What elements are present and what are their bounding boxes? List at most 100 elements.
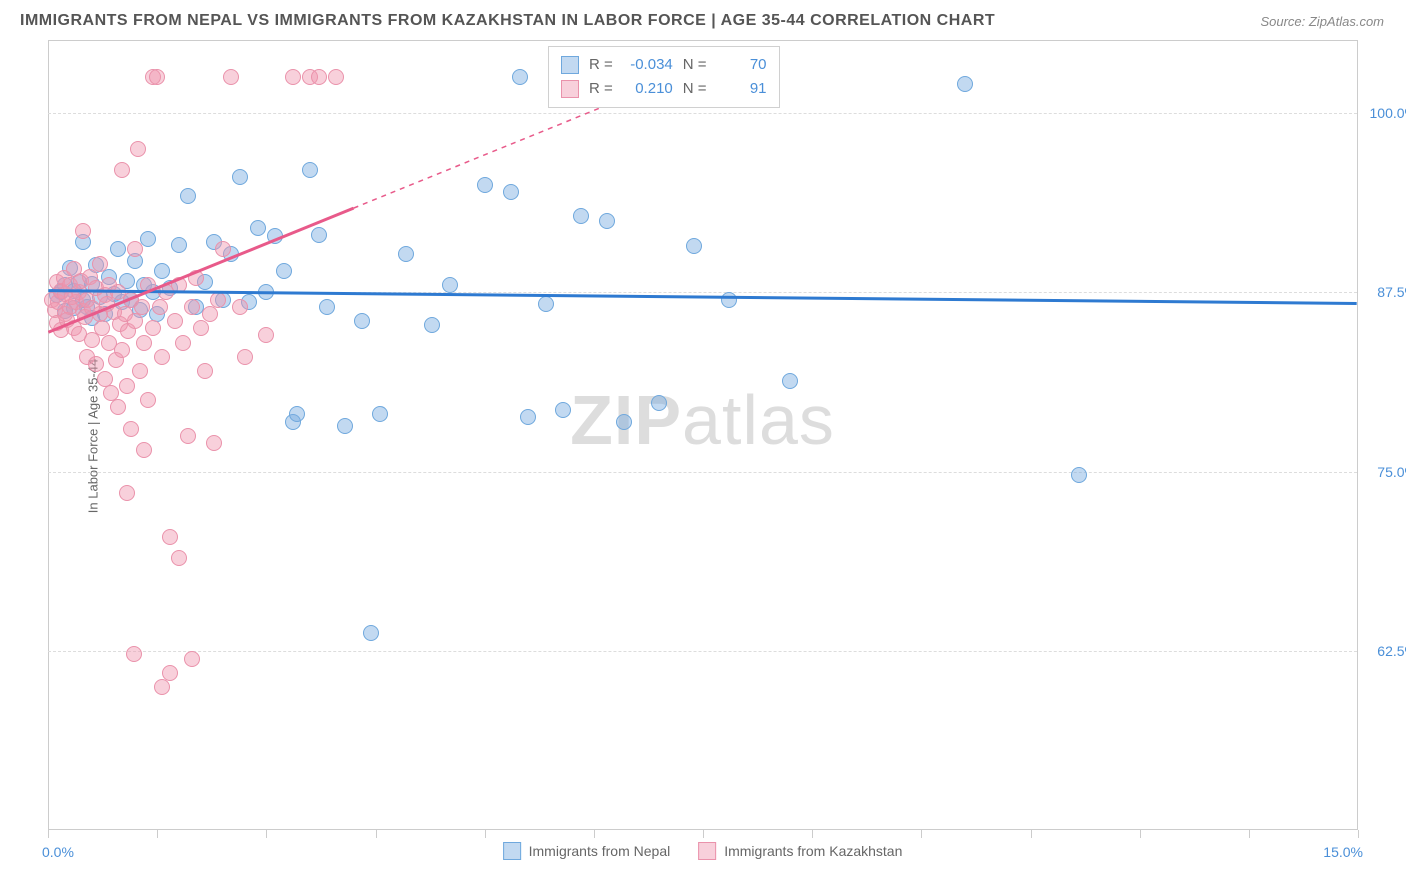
x-max-label: 15.0% (1323, 844, 1363, 860)
point-nepal (442, 277, 458, 293)
point-nepal (302, 162, 318, 178)
r-value-kazakhstan: 0.210 (623, 77, 673, 101)
y-tick-label: 62.5% (1362, 643, 1406, 659)
point-kazakhstan (171, 277, 187, 293)
point-nepal (512, 69, 528, 85)
point-kazakhstan (193, 320, 209, 336)
point-nepal (782, 373, 798, 389)
point-nepal (520, 409, 536, 425)
point-nepal (289, 406, 305, 422)
point-nepal (616, 414, 632, 430)
stats-box: R = -0.034 N = 70 R = 0.210 N = 91 (548, 46, 780, 108)
r-label: R = (589, 77, 613, 101)
legend-swatch-nepal (503, 842, 521, 860)
point-kazakhstan (92, 256, 108, 272)
x-tick (812, 830, 813, 838)
gridline (48, 472, 1357, 473)
point-nepal (503, 184, 519, 200)
point-nepal (573, 208, 589, 224)
point-nepal (250, 220, 266, 236)
x-tick (485, 830, 486, 838)
point-nepal (276, 263, 292, 279)
point-nepal (337, 418, 353, 434)
point-nepal (721, 292, 737, 308)
point-nepal (311, 227, 327, 243)
point-nepal (686, 238, 702, 254)
point-kazakhstan (184, 651, 200, 667)
legend-label-kazakhstan: Immigrants from Kazakhstan (724, 843, 902, 859)
gridline (48, 113, 1357, 114)
point-nepal (232, 169, 248, 185)
source-label: Source: ZipAtlas.com (1260, 14, 1384, 29)
y-tick-label: 87.5% (1362, 284, 1406, 300)
point-kazakhstan (162, 529, 178, 545)
point-nepal (957, 76, 973, 92)
point-kazakhstan (149, 69, 165, 85)
point-kazakhstan (145, 320, 161, 336)
point-nepal (651, 395, 667, 411)
point-kazakhstan (180, 428, 196, 444)
point-kazakhstan (215, 241, 231, 257)
point-nepal (363, 625, 379, 641)
legend-label-nepal: Immigrants from Nepal (529, 843, 671, 859)
point-kazakhstan (171, 550, 187, 566)
chart-area: In Labor Force | Age 35-44 ZIPatlas 0.0%… (48, 40, 1358, 830)
watermark-light: atlas (682, 381, 835, 459)
point-kazakhstan (210, 292, 226, 308)
swatch-nepal (561, 56, 579, 74)
x-tick (1140, 830, 1141, 838)
n-value-kazakhstan: 91 (717, 77, 767, 101)
x-tick (703, 830, 704, 838)
point-kazakhstan (119, 378, 135, 394)
point-kazakhstan (237, 349, 253, 365)
point-nepal (599, 213, 615, 229)
point-kazakhstan (154, 679, 170, 695)
x-tick (921, 830, 922, 838)
point-kazakhstan (127, 313, 143, 329)
point-kazakhstan (88, 356, 104, 372)
point-nepal (354, 313, 370, 329)
point-kazakhstan (132, 363, 148, 379)
x-tick (1358, 830, 1359, 838)
chart-title: IMMIGRANTS FROM NEPAL VS IMMIGRANTS FROM… (20, 12, 995, 30)
point-kazakhstan (258, 327, 274, 343)
point-kazakhstan (154, 349, 170, 365)
n-value-nepal: 70 (717, 53, 767, 77)
swatch-kazakhstan (561, 80, 579, 98)
point-nepal (171, 237, 187, 253)
point-nepal (398, 246, 414, 262)
point-nepal (319, 299, 335, 315)
point-kazakhstan (162, 665, 178, 681)
gridline (48, 292, 1357, 293)
point-kazakhstan (136, 335, 152, 351)
point-kazakhstan (223, 69, 239, 85)
stats-row-nepal: R = -0.034 N = 70 (561, 53, 767, 77)
legend-item-kazakhstan: Immigrants from Kazakhstan (698, 842, 902, 860)
x-tick (1031, 830, 1032, 838)
point-kazakhstan (136, 442, 152, 458)
point-nepal (267, 228, 283, 244)
x-tick (48, 830, 49, 838)
point-nepal (1071, 467, 1087, 483)
point-nepal (538, 296, 554, 312)
point-nepal (140, 231, 156, 247)
point-nepal (154, 263, 170, 279)
legend-item-nepal: Immigrants from Nepal (503, 842, 671, 860)
watermark: ZIPatlas (570, 380, 835, 460)
n-label: N = (683, 53, 707, 77)
point-kazakhstan (197, 363, 213, 379)
x-tick (157, 830, 158, 838)
y-tick-label: 75.0% (1362, 464, 1406, 480)
r-label: R = (589, 53, 613, 77)
point-kazakhstan (126, 646, 142, 662)
r-value-nepal: -0.034 (623, 53, 673, 77)
y-tick-label: 100.0% (1362, 105, 1406, 121)
n-label: N = (683, 77, 707, 101)
legend-swatch-kazakhstan (698, 842, 716, 860)
point-kazakhstan (134, 299, 150, 315)
point-nepal (110, 241, 126, 257)
point-kazakhstan (119, 485, 135, 501)
x-tick (266, 830, 267, 838)
bottom-legend: Immigrants from Nepal Immigrants from Ka… (503, 842, 903, 860)
point-nepal (258, 284, 274, 300)
